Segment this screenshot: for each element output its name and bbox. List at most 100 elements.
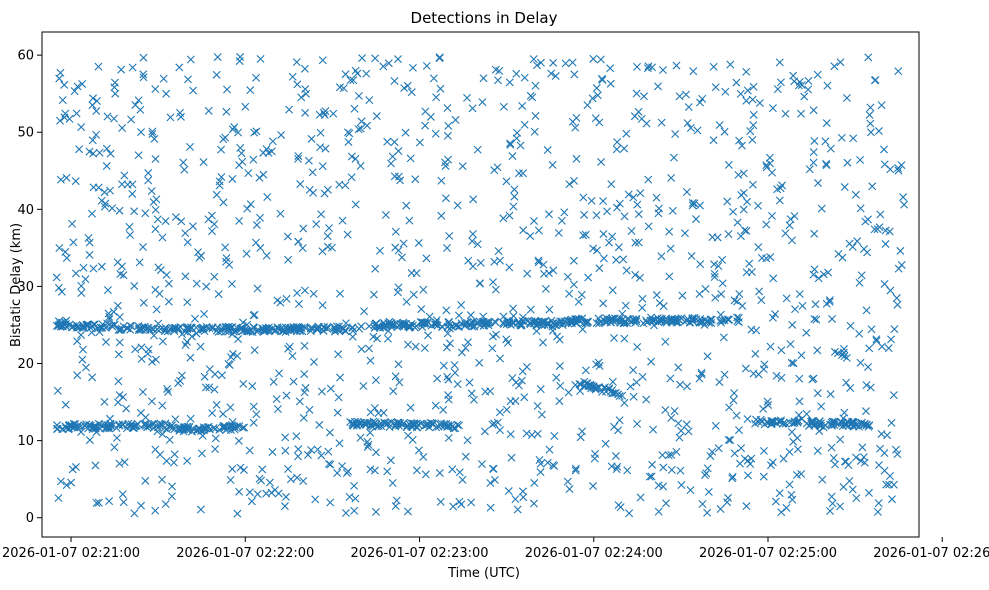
clutter-point (176, 112, 185, 121)
clutter-point (792, 470, 801, 479)
clutter-point (196, 342, 205, 351)
track-point (538, 317, 547, 326)
clutter-point (110, 83, 119, 92)
clutter-point (205, 383, 214, 392)
clutter-point (457, 348, 466, 357)
clutter-point (324, 459, 333, 468)
clutter-point (274, 489, 283, 498)
clutter-point (633, 419, 642, 428)
clutter-point (534, 226, 543, 235)
clutter-point (114, 350, 123, 359)
track-point (224, 323, 233, 332)
clutter-point (842, 353, 851, 362)
clutter-point (724, 493, 732, 502)
track-point (319, 326, 328, 335)
clutter-point (165, 435, 174, 444)
clutter-point (433, 374, 442, 383)
clutter-point (539, 260, 548, 269)
clutter-point (225, 260, 234, 269)
clutter-point (323, 232, 332, 241)
clutter-point (599, 299, 608, 308)
clutter-point (678, 291, 687, 300)
clutter-point (403, 507, 412, 516)
clutter-point (633, 62, 641, 71)
clutter-point (849, 134, 858, 143)
clutter-point (620, 334, 629, 343)
clutter-point (864, 488, 873, 497)
clutter-point (856, 358, 865, 367)
clutter-point (574, 297, 583, 306)
clutter-point (840, 183, 849, 192)
clutter-point (365, 96, 374, 105)
clutter-point (512, 134, 521, 143)
clutter-point (351, 200, 360, 209)
clutter-point (268, 137, 277, 146)
clutter-point (795, 374, 804, 383)
clutter-point (715, 378, 724, 387)
clutter-point (333, 469, 342, 478)
clutter-point (442, 306, 451, 315)
clutter-point (359, 381, 368, 390)
clutter-point (631, 270, 640, 279)
clutter-point (726, 60, 735, 69)
clutter-point (579, 193, 588, 202)
clutter-point (299, 477, 308, 485)
clutter-point (134, 151, 143, 160)
clutter-point (599, 197, 608, 206)
track-point (453, 420, 462, 429)
track-point (583, 379, 592, 388)
clutter-point (572, 154, 581, 163)
clutter-point (151, 506, 160, 515)
clutter-point (292, 432, 301, 441)
clutter-point (426, 112, 435, 121)
clutter-point (249, 155, 258, 164)
clutter-point (545, 305, 554, 314)
track-point (350, 417, 359, 426)
track-point (75, 323, 84, 332)
clutter-point (242, 249, 251, 258)
clutter-point (829, 454, 838, 463)
clutter-point (329, 109, 338, 118)
clutter-point (401, 128, 410, 137)
clutter-point (662, 499, 671, 508)
clutter-point (846, 383, 855, 392)
clutter-point (793, 445, 802, 454)
clutter-point (167, 492, 176, 501)
clutter-point (354, 91, 363, 100)
clutter-point (557, 216, 566, 225)
clutter-point (72, 109, 81, 118)
clutter-point (695, 374, 704, 383)
clutter-point (171, 213, 180, 222)
clutter-point (422, 61, 431, 70)
track-point (733, 317, 742, 326)
clutter-point (356, 433, 365, 442)
y-tick-label: 10 (17, 434, 34, 449)
clutter-point (54, 494, 63, 503)
clutter-point (522, 362, 531, 371)
clutter-point (252, 220, 261, 229)
track-point (367, 421, 376, 430)
clutter-point (444, 395, 453, 404)
clutter-point (893, 300, 902, 309)
clutter-point (92, 499, 101, 507)
clutter-point (89, 183, 98, 192)
y-tick-label: 20 (17, 357, 34, 372)
clutter-point (520, 393, 529, 402)
clutter-point (94, 498, 103, 507)
clutter-point (549, 266, 558, 275)
clutter-point (742, 96, 751, 105)
track-point (642, 318, 651, 327)
clutter-point (341, 509, 350, 517)
clutter-point (177, 217, 186, 226)
clutter-point (285, 105, 294, 114)
clutter-point (759, 446, 768, 455)
track-point (447, 420, 456, 429)
clutter-point (479, 74, 488, 83)
clutter-point (856, 204, 865, 213)
clutter-point (791, 305, 800, 314)
clutter-point (265, 478, 274, 487)
clutter-point (515, 169, 524, 178)
clutter-point (779, 454, 788, 463)
clutter-point (54, 283, 63, 292)
clutter-point (648, 63, 657, 72)
